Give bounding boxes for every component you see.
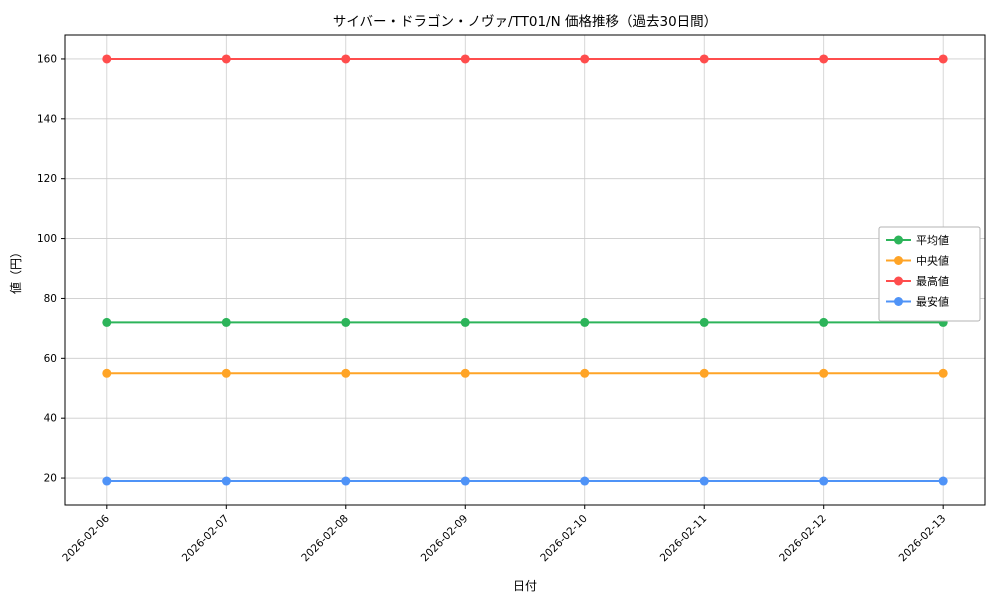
data-point-marker xyxy=(819,476,829,486)
data-point-marker xyxy=(460,54,470,64)
data-point-marker xyxy=(221,54,231,64)
data-point-marker xyxy=(938,368,948,378)
data-point-marker xyxy=(221,476,231,486)
legend-box xyxy=(878,226,981,322)
data-point-marker xyxy=(221,317,231,327)
y-tick-label: 100 xyxy=(37,233,57,245)
legend-label: 最高値 xyxy=(916,274,949,288)
legend-label: 中央値 xyxy=(916,255,949,268)
x-tick-label: 2026-02-11 xyxy=(658,513,710,565)
data-point-marker xyxy=(580,317,590,327)
data-point-marker xyxy=(699,317,709,327)
data-point-marker xyxy=(699,368,709,378)
data-point-marker xyxy=(460,368,470,378)
data-point-marker xyxy=(938,476,948,486)
data-point-marker xyxy=(819,54,829,64)
x-tick-label: 2026-02-09 xyxy=(419,513,471,565)
data-point-marker xyxy=(341,317,351,327)
x-tick-label: 2026-02-10 xyxy=(538,513,590,565)
x-tick-label: 2026-02-08 xyxy=(299,513,351,565)
legend-marker xyxy=(894,276,903,286)
data-point-marker xyxy=(699,54,709,64)
x-axis-label: 日付 xyxy=(512,579,537,593)
data-point-marker xyxy=(580,54,590,64)
y-tick-label: 60 xyxy=(44,353,57,365)
y-tick-label: 80 xyxy=(44,293,57,305)
y-tick-label: 40 xyxy=(44,413,57,425)
data-point-marker xyxy=(341,368,351,378)
data-point-marker xyxy=(102,476,112,486)
data-point-marker xyxy=(102,54,112,64)
data-point-marker xyxy=(699,476,709,486)
y-tick-label: 160 xyxy=(37,53,57,65)
legend-marker xyxy=(894,297,903,306)
legend-marker xyxy=(894,235,903,245)
data-point-marker xyxy=(819,317,829,327)
data-point-marker xyxy=(460,317,470,327)
data-point-marker xyxy=(102,317,112,327)
data-point-marker xyxy=(341,54,351,64)
data-point-marker xyxy=(460,476,470,486)
legend-label: 平均値 xyxy=(916,234,949,247)
chart-title: サイバー・ドラゴン・ノヴァ/TT01/N 価格推移（過去30日間） xyxy=(332,14,718,30)
legend-label: 最安値 xyxy=(916,295,949,309)
data-point-marker xyxy=(580,368,590,378)
x-tick-label: 2026-02-12 xyxy=(777,513,829,565)
data-point-marker xyxy=(819,368,829,378)
plot-border xyxy=(64,34,986,506)
x-tick-label: 2026-02-07 xyxy=(180,513,232,565)
y-tick-label: 120 xyxy=(37,173,57,185)
data-point-marker xyxy=(221,368,231,378)
y-tick-label: 140 xyxy=(37,113,57,125)
data-point-marker xyxy=(580,476,590,486)
data-point-marker xyxy=(341,476,351,486)
legend-marker xyxy=(894,256,903,265)
y-tick-label: 20 xyxy=(44,473,57,485)
data-point-marker xyxy=(102,368,112,378)
data-point-marker xyxy=(938,54,948,64)
x-tick-label: 2026-02-13 xyxy=(897,513,949,565)
x-tick-label: 2026-02-06 xyxy=(60,512,112,564)
